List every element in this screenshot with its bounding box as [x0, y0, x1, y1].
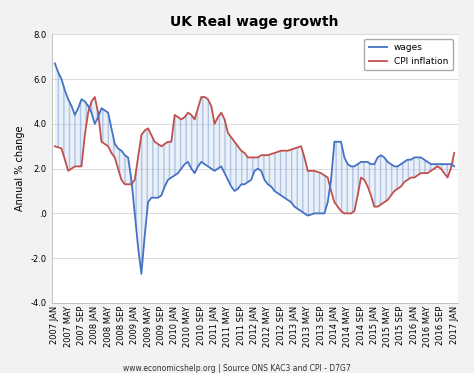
CPI inflation [342, 211, 347, 216]
wages [92, 122, 98, 126]
wages [325, 200, 330, 204]
CPI inflation [325, 175, 330, 180]
wages [428, 162, 434, 166]
CPI inflation [148, 133, 154, 137]
Y-axis label: Annual % change: Annual % change [15, 126, 25, 211]
CPI inflation [52, 144, 58, 148]
Line: CPI inflation: CPI inflation [55, 97, 454, 213]
wages [305, 213, 310, 218]
Text: www.economicshelp.org | Source ONS KAC3 and CPI - D7G7: www.economicshelp.org | Source ONS KAC3 … [123, 364, 351, 373]
wages [138, 272, 144, 276]
CPI inflation [95, 110, 101, 115]
wages [148, 195, 154, 200]
CPI inflation [431, 166, 437, 171]
Line: wages: wages [55, 63, 454, 274]
CPI inflation [225, 131, 231, 135]
Title: UK Real wage growth: UK Real wage growth [170, 15, 339, 29]
CPI inflation [92, 95, 98, 99]
Legend: wages, CPI inflation: wages, CPI inflation [365, 39, 453, 70]
CPI inflation [305, 169, 310, 173]
wages [225, 178, 231, 182]
CPI inflation [451, 151, 457, 155]
wages [52, 61, 58, 66]
wages [451, 164, 457, 169]
